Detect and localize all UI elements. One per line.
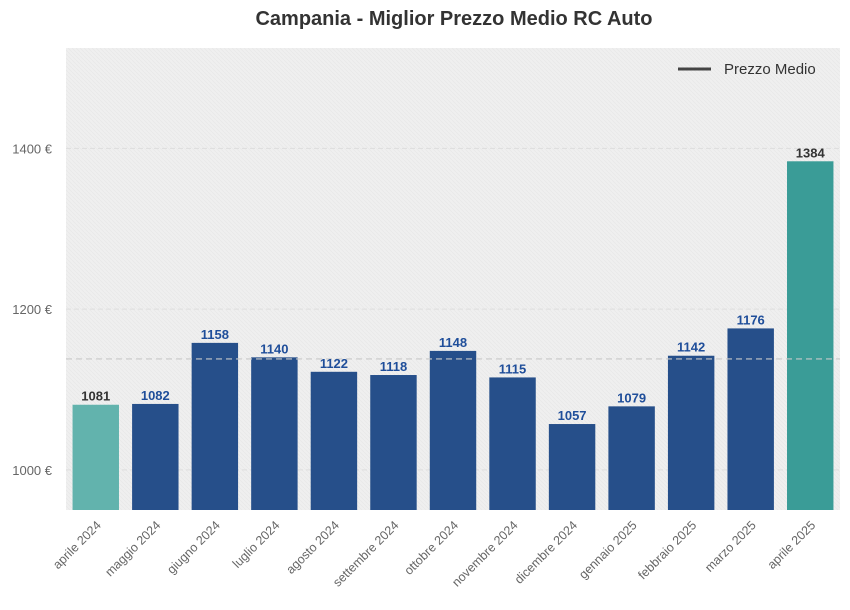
bar-value-label: 1115 <box>499 361 527 376</box>
y-tick-label: 1200 € <box>12 302 53 317</box>
bar <box>310 371 358 510</box>
x-tick-label: febbraio 2025 <box>635 518 699 582</box>
bar <box>727 328 774 510</box>
y-axis: 1000 € 1200 € 1400 € <box>12 141 53 477</box>
x-tick-label: aprile 2025 <box>765 518 819 572</box>
x-tick-label: ottobre 2024 <box>402 518 462 578</box>
bar <box>667 355 715 510</box>
x-tick-label: gennaio 2025 <box>576 518 640 582</box>
bar <box>787 161 834 510</box>
bar <box>489 377 536 510</box>
x-tick-label: maggio 2024 <box>102 518 163 579</box>
bar <box>548 424 596 510</box>
bar-value-label: 1148 <box>439 335 467 350</box>
bar-value-label: 1118 <box>380 359 408 374</box>
x-tick-label: luglio 2024 <box>230 518 283 571</box>
x-tick-label: aprile 2024 <box>50 518 104 572</box>
bar-value-label: 1158 <box>201 327 229 342</box>
bar <box>72 404 119 510</box>
bars <box>72 161 834 510</box>
bar <box>251 357 298 510</box>
bar-value-label: 1082 <box>141 388 170 403</box>
bar-value-label: 1142 <box>677 340 705 355</box>
x-tick-label: giugno 2024 <box>164 518 223 577</box>
bar-value-label: 1079 <box>617 390 646 405</box>
y-tick-label: 1400 € <box>12 141 53 156</box>
bar <box>191 342 239 510</box>
value-labels: 1081 1082 1158 1140 1122 1118 1148 1115 1057 1079… <box>81 145 825 423</box>
bar-value-label: 1122 <box>320 356 348 371</box>
bar <box>429 350 477 510</box>
bar-value-label: 1176 <box>737 312 765 327</box>
bar-value-label: 1140 <box>260 341 288 356</box>
x-tick-label: marzo 2025 <box>702 518 759 575</box>
legend-label: Prezzo Medio <box>724 61 816 78</box>
bar <box>370 375 417 510</box>
y-tick-label: 1000 € <box>12 463 53 478</box>
bar <box>132 403 179 510</box>
chart-title: Campania - Miglior Prezzo Medio RC Auto <box>255 8 652 30</box>
legend: Prezzo Medio <box>678 61 816 78</box>
bar <box>608 406 655 510</box>
bar-value-label: 1384 <box>796 145 826 160</box>
x-tick-label: agosto 2024 <box>283 518 342 577</box>
x-tick-label: dicembre 2024 <box>512 518 580 586</box>
bar-value-label: 1081 <box>81 389 110 404</box>
bar-value-label: 1057 <box>558 408 587 423</box>
